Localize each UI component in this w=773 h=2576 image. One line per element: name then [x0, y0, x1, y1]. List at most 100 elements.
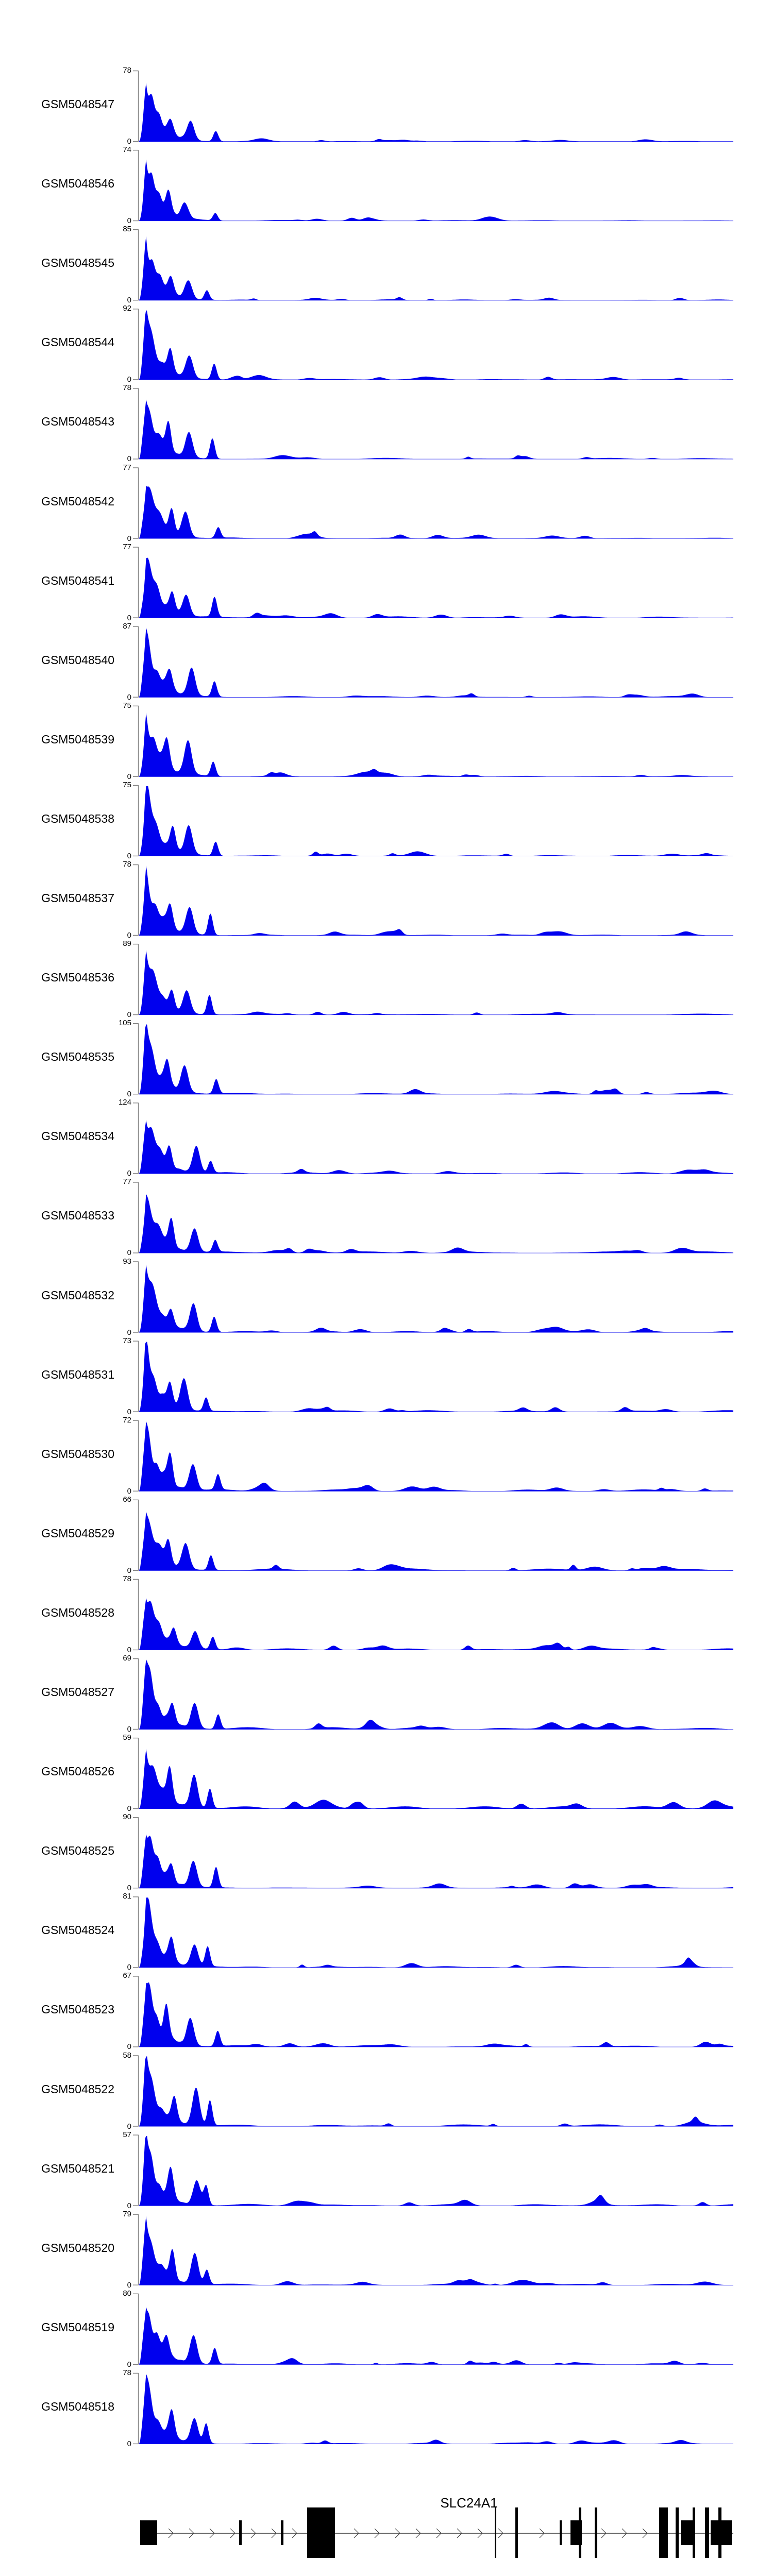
- track-y-axis: [133, 1896, 139, 1968]
- coverage-area: [139, 2307, 733, 2365]
- track-y-axis: [133, 1658, 139, 1730]
- track-label: GSM5048533: [41, 1209, 114, 1223]
- track-label: GSM5048527: [41, 1685, 114, 1699]
- track-label: GSM5048519: [41, 2320, 114, 2334]
- coverage-area: [139, 713, 733, 777]
- track-ymax-value: 78: [123, 1574, 131, 1583]
- track-ymin-value: 0: [127, 2042, 131, 2052]
- track-y-axis: [133, 70, 139, 142]
- coverage-area: [139, 1024, 733, 1095]
- coverage-area: [139, 628, 733, 698]
- track-ymax-value: 78: [123, 860, 131, 869]
- track-ymax-value: 87: [123, 621, 131, 631]
- track-label: GSM5048532: [41, 1288, 114, 1302]
- track-y-axis: [133, 1817, 139, 1889]
- track-label: GSM5048530: [41, 1447, 114, 1461]
- track-label: GSM5048546: [41, 177, 114, 191]
- track-y-axis: [133, 467, 139, 539]
- coverage-area: [139, 866, 733, 936]
- track-ymax-value: 75: [123, 701, 131, 710]
- strand-arrow-icon: [601, 2528, 607, 2538]
- coverage-area: [139, 1897, 733, 1968]
- gene-exon: [495, 2507, 496, 2558]
- track-ymax-value: 93: [123, 1257, 131, 1266]
- strand-arrow-icon: [415, 2528, 421, 2538]
- track-ymin-value: 0: [127, 1248, 131, 1258]
- track-y-axis: [133, 1341, 139, 1412]
- track-label: GSM5048541: [41, 573, 114, 587]
- track-label: GSM5048538: [41, 811, 114, 825]
- track-ymin-value: 0: [127, 375, 131, 384]
- track-label: GSM5048539: [41, 732, 114, 746]
- track-label: GSM5048526: [41, 1765, 114, 1778]
- track-y-axis: [133, 1103, 139, 1174]
- track-y-axis: [133, 785, 139, 857]
- strand-arrow-icon: [168, 2528, 174, 2538]
- gene-exon: [515, 2507, 518, 2558]
- gene-exon: [595, 2507, 597, 2558]
- track-ymax-value: 57: [123, 2130, 131, 2139]
- gene-exon: [560, 2520, 562, 2545]
- track-label: GSM5048518: [41, 2399, 114, 2413]
- track-label: GSM5048542: [41, 494, 114, 508]
- coverage-area: [139, 2056, 733, 2127]
- track-ymin-value: 0: [127, 1566, 131, 1575]
- track-y-axis: [133, 2134, 139, 2206]
- gene-exon: [307, 2507, 335, 2558]
- track-ymin-value: 0: [127, 2280, 131, 2290]
- track-y-axis: [133, 2372, 139, 2445]
- track-label: GSM5048545: [41, 256, 114, 270]
- track-ymax-value: 78: [123, 2368, 131, 2377]
- track-ymin-value: 0: [127, 137, 131, 146]
- track-ymax-value: 105: [118, 1019, 131, 1028]
- gene-exon: [579, 2507, 581, 2558]
- strand-arrow-icon: [189, 2528, 194, 2538]
- track-ymax-value: 58: [123, 2050, 131, 2060]
- track-y-axis: [133, 626, 139, 698]
- track-ymin-value: 0: [127, 1486, 131, 1496]
- track-ymax-value: 75: [123, 780, 131, 789]
- track-label: GSM5048528: [41, 1605, 114, 1619]
- track-label: GSM5048543: [41, 415, 114, 429]
- coverage-area: [139, 1834, 733, 1889]
- coverage-area: [139, 159, 733, 222]
- coverage-area: [139, 786, 733, 856]
- track-ymax-value: 124: [118, 1098, 131, 1107]
- strand-arrow-icon: [621, 2528, 627, 2538]
- track-ymin-value: 0: [127, 692, 131, 702]
- coverage-area: [139, 1342, 733, 1412]
- strand-arrow-icon: [354, 2528, 359, 2538]
- track-label: GSM5048523: [41, 2003, 114, 2016]
- track-ymin-value: 0: [127, 1407, 131, 1416]
- track-ymin-value: 0: [127, 851, 131, 860]
- coverage-area: [139, 1264, 733, 1333]
- strand-arrow-icon: [539, 2528, 545, 2538]
- track-ymin-value: 0: [127, 2201, 131, 2210]
- track-y-axis: [133, 309, 139, 380]
- track-y-axis: [133, 1261, 139, 1333]
- track-ymin-value: 0: [127, 2360, 131, 2369]
- track-ymin-value: 0: [127, 2122, 131, 2131]
- strand-arrow-icon: [250, 2528, 256, 2538]
- track-label: GSM5048540: [41, 653, 114, 667]
- track-ymax-value: 74: [123, 145, 131, 155]
- coverage-area: [139, 1598, 733, 1650]
- track-ymax-value: 72: [123, 1415, 131, 1425]
- track-label: GSM5048531: [41, 1367, 114, 1381]
- track-ymax-value: 90: [123, 1812, 131, 1822]
- track-ymin-value: 0: [127, 1804, 131, 1814]
- gene-exon: [239, 2520, 242, 2545]
- strand-arrow-icon: [436, 2528, 442, 2538]
- track-ymax-value: 77: [123, 463, 131, 472]
- track-ymin-value: 0: [127, 772, 131, 781]
- track-ymax-value: 89: [123, 939, 131, 948]
- coverage-area: [139, 310, 733, 380]
- coverage-area: [139, 1982, 733, 2047]
- track-label: GSM5048534: [41, 1129, 114, 1143]
- coverage-area: [139, 399, 733, 460]
- coverage-area: [139, 2216, 733, 2285]
- track-ymax-value: 79: [123, 2209, 131, 2218]
- track-ymin-value: 0: [127, 1963, 131, 1972]
- gene-exon: [281, 2520, 283, 2545]
